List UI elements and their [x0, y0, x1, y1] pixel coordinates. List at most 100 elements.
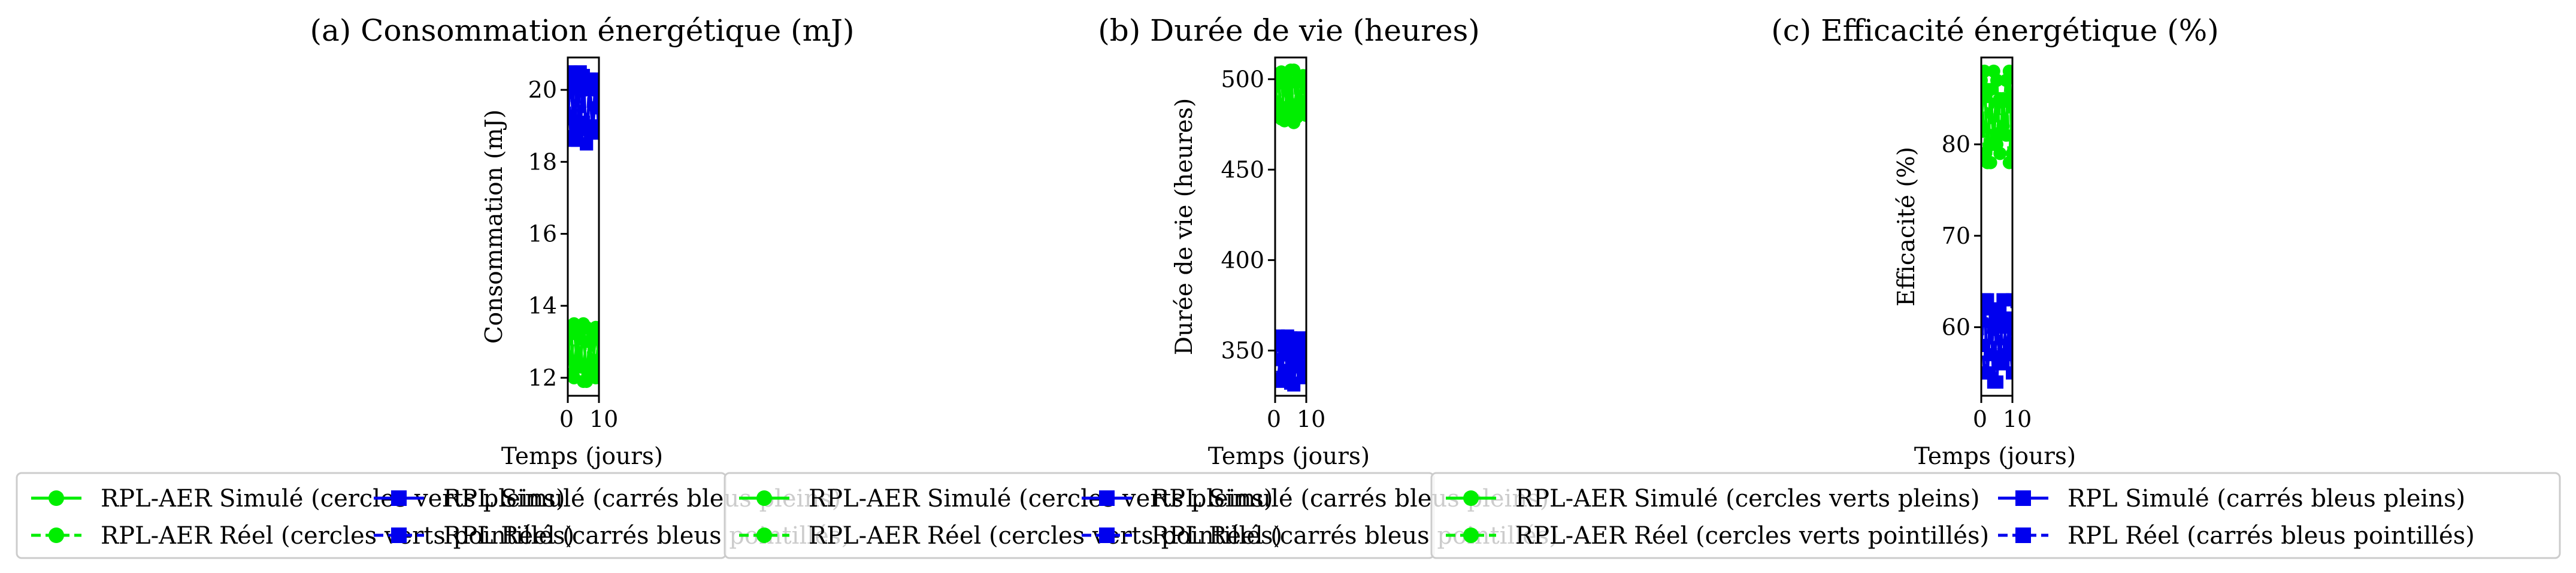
- plot-area: [1275, 63, 1306, 392]
- chart-title: (c) Efficacité énergétique (%): [1771, 13, 2219, 48]
- data-point: [568, 69, 574, 83]
- legend-marker: [49, 527, 64, 543]
- y-tick-label: 18: [528, 148, 557, 175]
- y-tick-label: 500: [1221, 66, 1264, 92]
- data-point: [1300, 345, 1306, 359]
- data-point: [1287, 63, 1301, 77]
- legend-label: RPL-AER Simulé (cercles verts pleins): [1515, 485, 1979, 513]
- series-4: [568, 65, 599, 151]
- axes-frame: [1980, 56, 2014, 397]
- y-tick-label: 60: [1942, 314, 1970, 340]
- series-4: [1981, 293, 2012, 389]
- data-point: [1981, 83, 1994, 96]
- data-point: [589, 371, 599, 384]
- data-point: [1999, 311, 2012, 325]
- data-point: [1987, 320, 2000, 334]
- legend-marker: [49, 490, 64, 506]
- legend-1: RPL-AER Simulé (cercles verts pleins) RPL…: [16, 472, 850, 559]
- x-tick-label: 0: [1267, 406, 1281, 432]
- data-point: [1996, 119, 2010, 133]
- y-tick-label: 70: [1942, 223, 1970, 249]
- data-point: [570, 356, 584, 370]
- y-tick-label: 16: [528, 221, 557, 247]
- legend-label: RPL-AER Réel (cercles verts pointillés): [101, 522, 574, 550]
- plot-area: [1981, 64, 2012, 389]
- data-point: [577, 374, 590, 388]
- data-point: [1996, 357, 2010, 371]
- legend-marker: [2015, 490, 2031, 506]
- data-point: [1278, 363, 1291, 377]
- data-point: [1987, 64, 2000, 78]
- data-point: [1293, 331, 1306, 345]
- y-tick-label: 14: [528, 293, 557, 319]
- data-point: [1990, 375, 2003, 389]
- legend-marker: [756, 490, 772, 506]
- x-tick-label: 10: [589, 406, 618, 432]
- series-2: [568, 317, 599, 388]
- legend-entry: RPL-AER Réel (cercles verts pointillés): [31, 522, 574, 550]
- data-point: [1984, 348, 1997, 362]
- legend-entry: RPL-AER Simulé (cercles verts pleins): [739, 485, 1273, 513]
- series-2: [1275, 63, 1306, 128]
- data-point: [1981, 366, 1991, 380]
- data-point: [583, 360, 597, 374]
- x-tick-label: 0: [1973, 406, 1987, 432]
- data-point: [1278, 114, 1291, 128]
- data-point: [2006, 101, 2012, 114]
- data-point: [573, 331, 587, 345]
- x-tick-label: 10: [1297, 406, 1325, 432]
- x-axis-label: Temps (jours): [1208, 443, 1370, 470]
- data-point: [2002, 339, 2012, 353]
- axes-frame: [567, 56, 600, 397]
- data-point: [1296, 371, 1306, 384]
- data-point: [1281, 329, 1294, 343]
- data-point: [568, 367, 578, 381]
- legend-label: RPL Réel (carrés bleus pointillés): [2068, 522, 2475, 550]
- y-tick-label: 350: [1221, 337, 1264, 363]
- chart-title: (a) Consommation énergétique (mJ): [310, 13, 854, 48]
- data-point: [1981, 339, 1988, 353]
- data-point: [1284, 376, 1297, 390]
- data-point: [580, 137, 594, 151]
- y-tick-label: 12: [528, 365, 557, 391]
- legend-entry: RPL-AER Simulé (cercles verts pleins): [31, 485, 565, 513]
- axes-frame: [1274, 56, 1307, 397]
- x-tick-label: 10: [2003, 406, 2032, 432]
- y-axis-label: Durée de vie (heures): [1171, 98, 1198, 356]
- data-point: [568, 317, 581, 331]
- subplot-1: (a) Consommation énergétique (mJ) 12 14 16 1…: [310, 13, 854, 470]
- legend-marker: [756, 527, 772, 543]
- data-point: [577, 116, 590, 129]
- legend-marker: [1099, 527, 1115, 543]
- subplot-3: (c) Efficacité énergétique (%) 60 70 80 0 10 T…: [1771, 13, 2219, 470]
- series-line: [568, 323, 599, 382]
- data-point: [1287, 344, 1301, 357]
- data-point: [2006, 366, 2012, 380]
- data-point: [1281, 78, 1294, 92]
- x-axis-label: Temps (jours): [501, 443, 663, 470]
- legend-label: RPL-AER Simulé (cercles verts pleins): [809, 485, 1273, 513]
- data-point: [1275, 65, 1288, 79]
- data-point: [1284, 98, 1297, 111]
- data-point: [568, 80, 581, 93]
- series-2: [1981, 64, 2012, 169]
- data-point: [592, 101, 599, 115]
- y-tick-label: 400: [1221, 247, 1264, 273]
- data-point: [1981, 302, 1988, 316]
- y-tick-label: 80: [1942, 131, 1970, 157]
- legend-label: RPL-AER Réel (cercles verts pointillés): [809, 522, 1282, 550]
- series-4: [1275, 329, 1306, 390]
- y-axis-label: Consommation (mJ): [481, 110, 508, 344]
- y-axis-label: Efficacité (%): [1893, 147, 1920, 307]
- legend-label: RPL-AER Réel (cercles verts pointillés): [1515, 522, 1989, 550]
- data-point: [1981, 293, 1994, 307]
- data-point: [2002, 156, 2012, 169]
- data-point: [589, 76, 599, 90]
- data-point: [592, 324, 599, 338]
- legend-entry: RPL-AER Réel (cercles verts pointillés): [1446, 522, 1989, 550]
- data-point: [1990, 138, 2003, 151]
- y-tick-label: 450: [1221, 156, 1264, 183]
- legend-marker: [1463, 490, 1479, 506]
- legend-marker: [1463, 527, 1479, 543]
- legend-label: RPL-AER Simulé (cercles verts pleins): [101, 485, 565, 513]
